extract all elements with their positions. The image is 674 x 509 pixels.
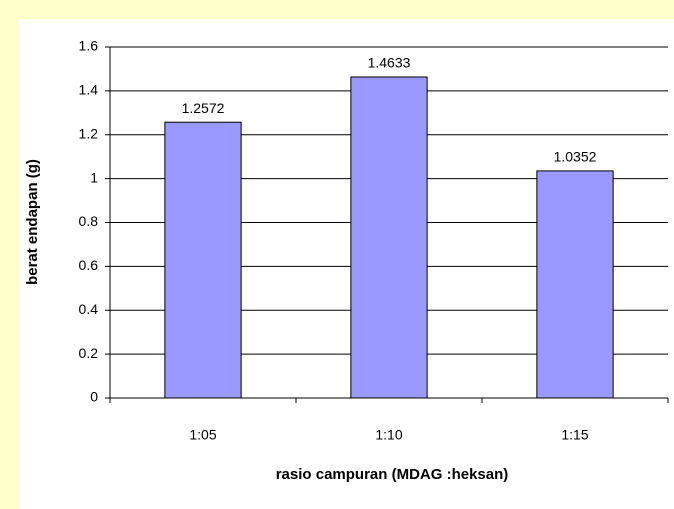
x-axis-label: rasio campuran (MDAG :heksan) (276, 466, 509, 483)
y-tick-label: 0 (90, 389, 98, 405)
x-tick-label: 1:10 (375, 427, 402, 443)
data-label: 1.2572 (182, 100, 225, 116)
y-tick-label: 1.6 (79, 38, 99, 54)
x-tick-label: 1:15 (561, 427, 588, 443)
y-tick-label: 0.2 (79, 345, 99, 361)
y-tick-label: 0.8 (79, 213, 99, 229)
y-tick-label: 1.2 (79, 125, 99, 141)
bar (350, 76, 428, 399)
x-tick-label: 1:05 (189, 427, 216, 443)
y-tick-label: 1 (90, 169, 98, 185)
y-tick-label: 1.4 (79, 82, 99, 98)
y-tick-label: 0.4 (79, 301, 99, 317)
data-label: 1.4633 (368, 55, 411, 71)
y-axis-label: berat endapan (g) (24, 159, 41, 285)
data-label: 1.0352 (554, 149, 597, 165)
y-tick-label: 0.6 (79, 257, 99, 273)
bar (164, 121, 242, 399)
bar (536, 170, 614, 399)
